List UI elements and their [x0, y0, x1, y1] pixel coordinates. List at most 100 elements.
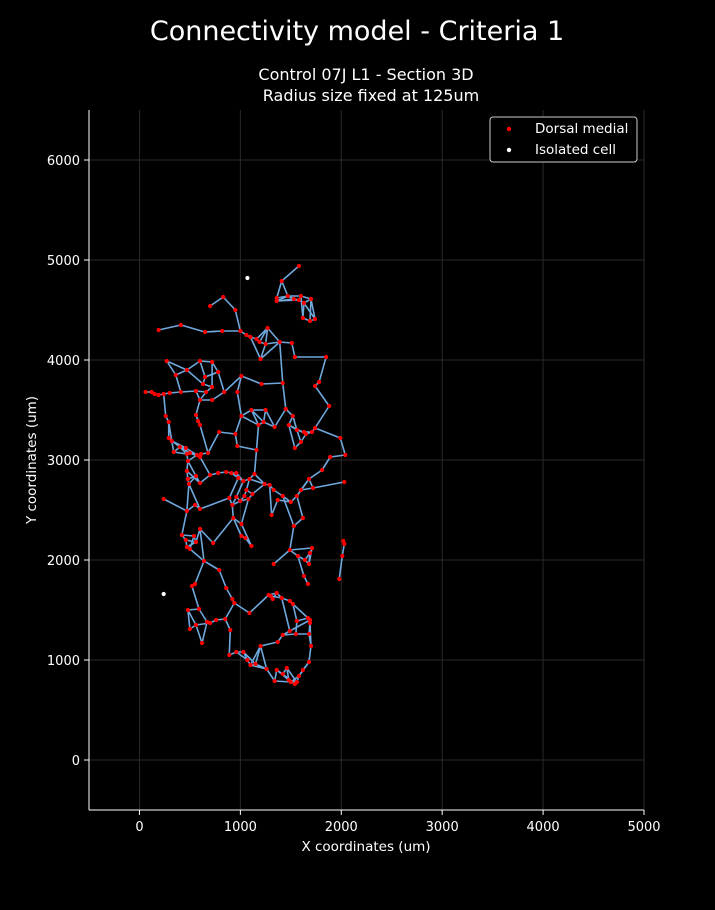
y-axis-ticks: 0 1000 2000 3000 4000 5000 6000	[47, 154, 89, 769]
dorsal-medial-point	[279, 278, 284, 284]
connection-edge	[199, 528, 205, 562]
dorsal-medial-point	[167, 390, 172, 396]
dorsal-medial-point	[277, 339, 282, 345]
dorsal-medial-point	[254, 336, 259, 342]
chart-title-line1: Control 07J L1 - Section 3D	[258, 65, 473, 84]
connection-edge	[259, 341, 281, 360]
connection-edge	[253, 473, 266, 485]
dorsal-medial-point	[306, 631, 312, 637]
dorsal-medial-point	[193, 539, 199, 545]
dorsal-medial-point	[149, 389, 154, 395]
connection-edge	[189, 548, 205, 562]
dorsal-medial-point	[179, 532, 184, 538]
dorsal-medial-point	[220, 328, 225, 334]
connection-edge	[235, 480, 245, 498]
connection-edge	[212, 517, 235, 544]
dorsal-medial-point	[271, 487, 276, 493]
dorsal-medial-point	[309, 429, 315, 435]
connection-edge	[339, 437, 347, 456]
dorsal-medial-point	[186, 481, 191, 487]
dorsal-medial-point	[340, 553, 345, 559]
connection-edge	[234, 415, 243, 435]
connection-edge	[292, 415, 298, 431]
connection-edge	[314, 405, 330, 429]
dorsal-medial-point	[256, 422, 261, 428]
connection-edge	[195, 624, 203, 644]
connection-edge	[199, 497, 231, 510]
dorsal-medial-point	[231, 515, 236, 521]
dorsal-medial-point	[275, 639, 280, 645]
connection-edge	[314, 385, 330, 407]
dorsal-medial-point	[309, 545, 315, 551]
dorsal-medial-point	[238, 498, 243, 504]
connection-edge	[165, 360, 188, 371]
dorsal-medial-point	[262, 481, 267, 487]
connection-edge	[300, 295, 304, 319]
dorsal-medial-point	[197, 526, 203, 532]
dorsal-medial-point	[302, 557, 308, 563]
dorsal-medial-point	[192, 502, 198, 508]
dorsal-medial-point	[205, 450, 211, 456]
connection-edge	[217, 371, 226, 393]
dorsal-medial-point	[216, 369, 221, 375]
x-axis-ticks: 0 1000 2000 3000 4000 5000	[135, 810, 661, 835]
connection-edge	[250, 409, 265, 423]
dorsal-medial-point	[280, 380, 285, 386]
connection-edge	[280, 597, 291, 632]
dorsal-medial-point	[252, 471, 257, 477]
connection-edge	[295, 620, 298, 635]
dorsal-medial-point	[224, 469, 229, 475]
dorsal-medial-point	[143, 389, 148, 395]
dorsal-medial-point	[306, 476, 312, 482]
connection-edge	[303, 302, 316, 320]
y-tick-label: 0	[72, 754, 80, 769]
dorsal-medial-point	[238, 328, 243, 334]
dorsal-medial-point	[288, 679, 293, 685]
dorsal-medial-point	[207, 620, 213, 626]
dorsal-medial-point	[245, 657, 250, 663]
dorsal-medial-point	[303, 431, 309, 437]
dorsal-medial-point	[293, 631, 298, 637]
dorsal-medial-point	[199, 640, 205, 646]
dorsal-medial-point	[270, 596, 275, 602]
connection-edge	[255, 327, 269, 340]
dorsal-medial-point	[274, 667, 279, 673]
dorsal-medial-point	[187, 626, 193, 632]
dorsal-medial-point	[234, 470, 239, 476]
dorsal-medial-point	[289, 340, 294, 346]
dorsal-medial-point	[187, 450, 193, 456]
connection-edge	[236, 445, 258, 451]
dorsal-medial-point	[171, 449, 176, 455]
dorsal-medial-point	[261, 419, 266, 425]
connection-edge	[265, 668, 276, 682]
connection-edge	[264, 341, 281, 345]
connection-edge	[224, 602, 236, 620]
dorsal-medial-point	[156, 392, 161, 398]
dorsal-medial-point	[312, 316, 318, 322]
connection-edge	[280, 280, 289, 297]
dorsal-medial-point	[337, 576, 342, 582]
dorsal-medial-point	[312, 383, 318, 389]
connection-edge	[281, 633, 297, 636]
connection-edge	[204, 330, 223, 333]
dorsal-medial-point	[227, 495, 232, 501]
dorsal-medial-point	[161, 391, 166, 397]
dorsal-medial-point	[169, 438, 174, 444]
dorsal-medial-point	[249, 407, 254, 413]
connection-edge	[199, 528, 214, 544]
dorsal-medial-point	[307, 318, 313, 324]
dorsal-medial-point	[166, 435, 171, 441]
dorsal-medial-point	[193, 473, 199, 479]
dorsal-medial-point	[328, 454, 333, 460]
y-axis-label: Y coordinates (um)	[24, 396, 40, 525]
connection-edge	[275, 280, 283, 299]
dorsal-medial-point	[211, 540, 216, 546]
dorsal-medial-point	[258, 643, 263, 649]
connection-edge	[253, 449, 258, 475]
connection-edge	[236, 391, 243, 417]
connection-edge	[264, 327, 269, 345]
connection-edge	[165, 360, 177, 376]
legend-box	[489, 116, 638, 163]
dorsal-medial-point	[275, 497, 280, 503]
